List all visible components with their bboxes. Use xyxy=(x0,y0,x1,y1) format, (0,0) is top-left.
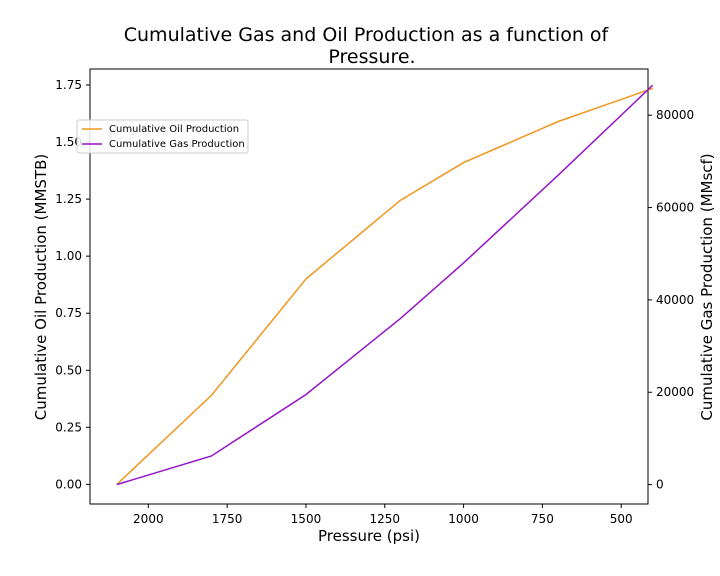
legend: Cumulative Oil Production Cumulative Gas… xyxy=(76,119,249,154)
y-left-tick-label: 0.50 xyxy=(55,363,82,377)
gas-production-line xyxy=(116,84,654,486)
x-tick-label: 1750 xyxy=(212,512,243,526)
y-right-tick-label: 80000 xyxy=(656,108,694,122)
legend-label-gas: Cumulative Gas Production xyxy=(109,139,245,150)
legend-label-oil: Cumulative Oil Production xyxy=(109,124,239,135)
x-axis-label: Pressure (psi) xyxy=(318,527,420,545)
y-right-tick-label: 20000 xyxy=(656,385,694,399)
x-axis: 2000 1750 1500 1250 1000 750 500 xyxy=(133,504,633,526)
y-left-tick-label: 1.00 xyxy=(55,249,82,263)
chart-title-line-1: Cumulative Gas and Oil Production as a f… xyxy=(124,24,610,46)
y-right-tick-label: 60000 xyxy=(656,201,694,215)
oil-production-line xyxy=(116,87,653,485)
x-tick-label: 1000 xyxy=(448,512,479,526)
y-left-tick-label: 0.00 xyxy=(55,477,82,491)
y-left-tick-label: 0.25 xyxy=(55,420,82,434)
x-tick-label: 750 xyxy=(531,512,554,526)
y-left-tick-label: 1.25 xyxy=(55,192,82,206)
y-axis-left: 0.00 0.25 0.50 0.75 1.00 1.25 1.50 1.75 xyxy=(55,78,90,491)
chart-title-line-2: Pressure. xyxy=(328,46,415,68)
plot-area xyxy=(89,68,649,505)
x-tick-label: 2000 xyxy=(133,512,164,526)
y-left-tick-label: 1.50 xyxy=(55,135,82,149)
x-tick-label: 1500 xyxy=(291,512,322,526)
y-right-tick-label: 40000 xyxy=(656,293,694,307)
y-axis-right-label: Cumulative Gas Production (MMscf) xyxy=(698,153,716,420)
y-right-tick-label: 0 xyxy=(656,478,664,492)
y-axis-left-label: Cumulative Oil Production (MMSTB) xyxy=(32,154,50,420)
y-left-tick-label: 0.75 xyxy=(55,306,82,320)
x-tick-label: 1250 xyxy=(369,512,400,526)
series-lines xyxy=(116,84,654,486)
y-left-tick-label: 1.75 xyxy=(55,78,82,92)
x-tick-label: 500 xyxy=(610,512,633,526)
legend-box xyxy=(76,119,249,154)
y-axis-right: 0 20000 40000 60000 80000 xyxy=(648,108,694,492)
